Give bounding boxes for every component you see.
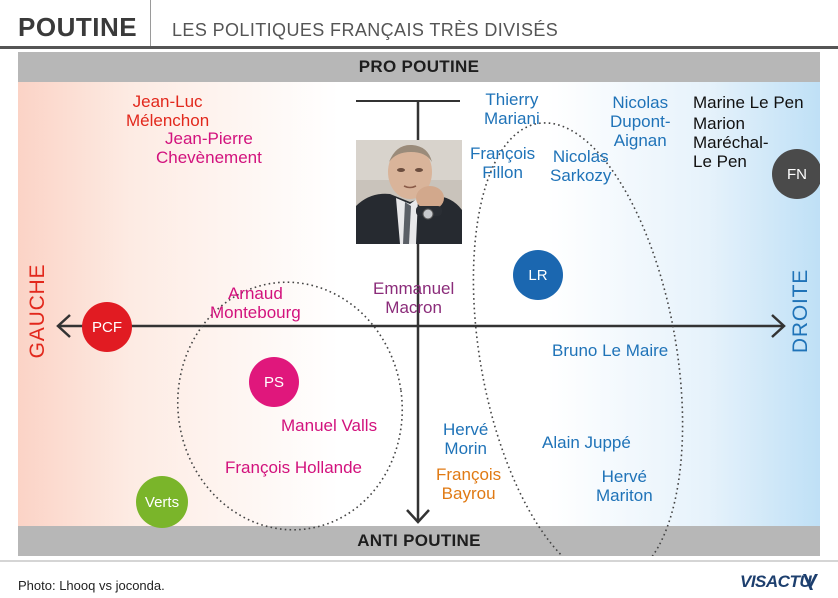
photo-credit: Photo: Lhooq vs joconda. [18, 578, 165, 593]
politician-dupont-aignan: Nicolas Dupont- Aignan [610, 93, 671, 150]
lr-group-outline [472, 122, 684, 556]
party-badge-pcf: PCF [82, 302, 132, 352]
politician-mariton: Hervé Mariton [596, 467, 653, 505]
gauche-label: GAUCHE [26, 263, 49, 359]
visactu-logo: VISACTU [740, 572, 812, 591]
left-arrowhead [56, 314, 71, 338]
politician-sarkozy: Nicolas Sarkozy [550, 147, 612, 185]
anti-poutine-band: ANTI POUTINE [18, 526, 820, 556]
political-map: PRO POUTINE ANTI POUTINE GAUCHE DROITE J… [18, 52, 820, 556]
politician-bayrou: François Bayrou [436, 465, 502, 503]
header: POUTINE LES POLITIQUES FRANÇAIS TRÈS DIV… [0, 0, 838, 48]
party-badge-fn: FN [772, 149, 820, 199]
politician-juppe: Alain Juppé [542, 433, 631, 452]
politician-hollande: François Hollande [225, 458, 363, 477]
down-arrowhead [406, 509, 430, 524]
ps-group-outline [176, 281, 404, 531]
politician-melenchon: Jean-Luc Mélenchon [126, 92, 210, 130]
putin-portrait-icon [356, 140, 462, 244]
photo-top-bar [356, 100, 460, 102]
pro-poutine-band: PRO POUTINE [18, 52, 820, 82]
politician-le-maire: Bruno Le Maire [552, 341, 669, 360]
header-rule [0, 46, 838, 49]
droite-label: DROITE [789, 268, 812, 354]
footer-rule [0, 560, 838, 562]
brand-title: POUTINE [18, 12, 138, 42]
politician-valls: Manuel Valls [281, 416, 378, 435]
politician-marechal: Marion Maréchal- Le Pen [693, 114, 769, 171]
header-separator [150, 0, 151, 46]
politician-macron: Emmanuel Macron [373, 279, 455, 317]
politician-fillon: François Fillon [470, 144, 536, 182]
right-arrowhead [771, 314, 786, 338]
party-badge-ps: PS [249, 357, 299, 407]
politician-morin: Hervé Morin [443, 420, 489, 458]
party-badge-lr: LR [513, 250, 563, 300]
politician-montebourg: Arnaud Montebourg [210, 284, 301, 322]
axes-svg [56, 100, 786, 556]
politician-le-pen: Marine Le Pen [693, 93, 804, 112]
page-subtitle: LES POLITIQUES FRANÇAIS TRÈS DIVISÉS [172, 20, 559, 40]
politician-mariani: Thierry Mariani [484, 90, 540, 128]
politician-chevenement: Jean-Pierre Chevènement [156, 129, 262, 167]
visactu-mark-icon [803, 574, 818, 590]
party-badge-verts: Verts [136, 476, 188, 528]
